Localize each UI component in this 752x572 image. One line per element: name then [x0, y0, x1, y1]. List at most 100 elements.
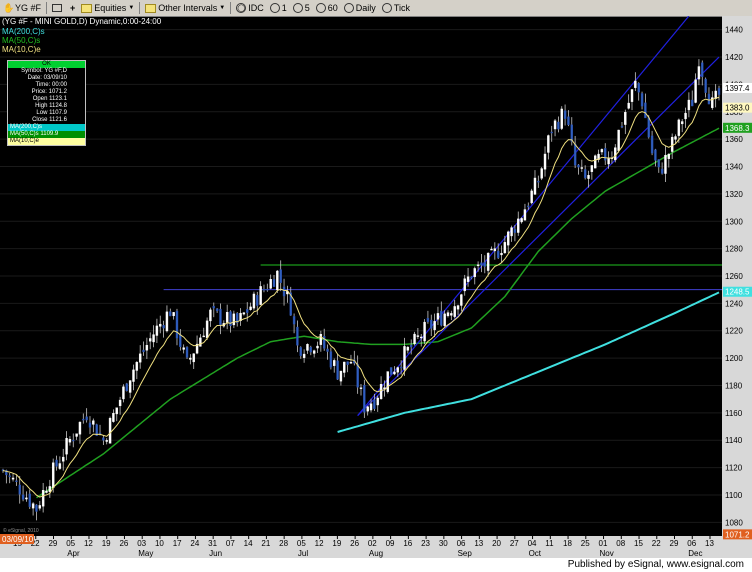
candle-body: [272, 279, 276, 287]
candle-body: [537, 180, 540, 183]
legend-ma200: MA(200,C)s: [2, 27, 45, 36]
candle-body: [664, 154, 667, 174]
candle-body: [473, 268, 476, 278]
candle-body: [162, 325, 165, 329]
candle-body: [266, 288, 269, 291]
candle-body: [41, 490, 45, 507]
equities-label: Equities: [94, 3, 127, 13]
equities-menu[interactable]: Equities ▼: [78, 1, 137, 15]
x-tick-label: 01: [599, 539, 608, 548]
candle-body: [189, 357, 192, 360]
candle-body: [480, 262, 483, 266]
candle-body: [593, 155, 597, 169]
candle-body: [199, 337, 202, 347]
candle-body: [78, 421, 82, 435]
candle-body: [667, 153, 671, 159]
candle-body: [5, 470, 8, 476]
daily-button[interactable]: Daily: [341, 1, 379, 15]
candle-body: [496, 250, 500, 258]
symbol-label: YG #F: [15, 3, 42, 13]
month-label: Aug: [369, 549, 383, 558]
y-tick-label: 1420: [725, 53, 743, 62]
x-tick-label: 03: [137, 539, 146, 548]
candle-body: [282, 286, 286, 297]
price-labels: 1397.4 1383.0 1368.3 1248.5 1071.2: [723, 82, 752, 540]
interval-5-button[interactable]: 5: [290, 1, 313, 15]
candle-body: [82, 418, 85, 421]
candle-body: [711, 97, 714, 108]
idc-button[interactable]: ◯ IDC: [233, 1, 267, 15]
candle-body: [132, 369, 135, 382]
x-tick-label: 19: [332, 539, 341, 548]
tick-button[interactable]: Tick: [379, 1, 413, 15]
candle-body: [483, 261, 487, 267]
candle-body: [423, 321, 426, 342]
y-tick-label: 1120: [725, 464, 743, 473]
price-label-bg: [723, 122, 752, 133]
candle-body: [440, 310, 443, 326]
x-tick-label: 25: [581, 539, 590, 548]
candle-body: [296, 326, 299, 346]
candle-body: [363, 385, 366, 413]
x-axis-panel: [0, 536, 722, 558]
y-tick-label: 1340: [725, 163, 743, 172]
candle-body: [346, 361, 349, 365]
candle-body: [466, 276, 470, 282]
x-axis: 15 22 29 05 12 19 26 03 10 17 24 31 07 14 21 28 05 12 19 26…: [0, 536, 722, 558]
candle-body: [269, 279, 272, 289]
candle-body: [179, 334, 182, 347]
candle-body: [58, 463, 62, 469]
symbol-tool[interactable]: ✋ YG #F: [0, 1, 44, 15]
candle-body: [443, 313, 446, 326]
candle-body: [507, 231, 510, 246]
folder-icon: [81, 3, 93, 13]
ma200-path: [337, 291, 720, 433]
candle-body: [654, 149, 657, 161]
x-tick-label: 05: [297, 539, 306, 548]
x-tick-label: 19: [102, 539, 111, 548]
add-button[interactable]: +: [67, 1, 78, 15]
print-button[interactable]: [49, 1, 67, 15]
circle-icon: ◯: [236, 3, 247, 13]
candle-body: [614, 147, 617, 161]
candle-body: [306, 344, 309, 351]
candle-body: [640, 93, 644, 107]
interval-1-button[interactable]: 1: [267, 1, 290, 15]
cursor-info-window[interactable]: OK Symbol: YG #F,D Date: 03/09/10 Time: …: [7, 60, 86, 146]
candle-body: [262, 289, 266, 291]
month-label: Jun: [209, 549, 222, 558]
other-intervals-menu[interactable]: Other Intervals ▼: [142, 1, 228, 15]
candle-body: [460, 294, 463, 306]
candle-body: [219, 308, 222, 326]
candle-body: [28, 493, 31, 507]
candle-body: [446, 312, 450, 317]
price-label-bg: [723, 286, 752, 297]
info-ma50: MA(50,C)s 1109.9: [8, 131, 85, 138]
x-tick-label: 22: [652, 539, 661, 548]
candle-body: [11, 477, 15, 480]
candle-body: [476, 264, 480, 266]
candle-body: [343, 361, 346, 373]
dropdown-arrow-icon: ▼: [219, 5, 226, 11]
candle-body: [450, 313, 453, 316]
y-tick-label: 1320: [725, 190, 743, 199]
circle-icon: [292, 3, 303, 13]
price-chart[interactable]: 1080110011201140116011801200122012401260…: [0, 16, 752, 558]
info-time: Time: 00:00: [35, 82, 67, 88]
candle-body: [500, 252, 503, 256]
candle-body: [520, 218, 523, 223]
y-tick-label: 1440: [725, 26, 743, 35]
x-tick-label: 30: [439, 539, 448, 548]
candle-body: [553, 120, 557, 130]
candle-body: [680, 121, 684, 125]
candle-body: [322, 336, 326, 349]
candle-body: [138, 353, 142, 363]
x-tick-label: 23: [421, 539, 430, 548]
info-header[interactable]: OK: [8, 61, 85, 68]
candle-body: [192, 353, 195, 363]
interval-60-button[interactable]: 60: [313, 1, 341, 15]
folder-icon: [145, 3, 157, 13]
y-tick-label: 1100: [725, 491, 743, 500]
candle-body: [560, 108, 563, 129]
info-date: Date: 03/09/10: [27, 75, 67, 81]
